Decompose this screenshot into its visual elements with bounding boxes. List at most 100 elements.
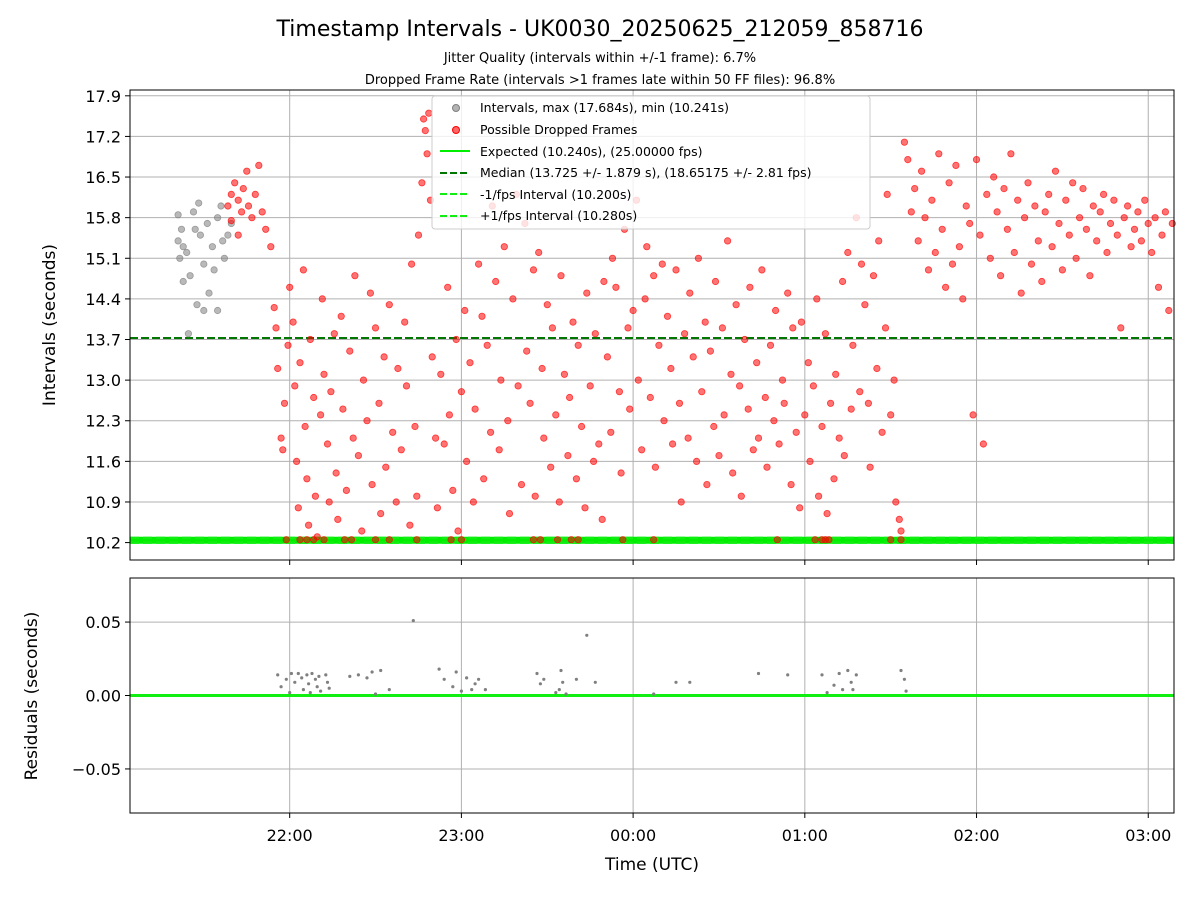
dropped-frame-point bbox=[986, 254, 994, 262]
x-tick-label: 02:00 bbox=[953, 826, 999, 845]
interval-point bbox=[191, 225, 199, 233]
dropped-frame-point bbox=[634, 376, 642, 384]
dropped-frame-point bbox=[1165, 306, 1173, 315]
dropped-frame-point bbox=[224, 202, 232, 210]
residual-point bbox=[904, 689, 908, 693]
interval-point bbox=[219, 237, 227, 245]
dropped-frame-point bbox=[552, 411, 560, 419]
dropped-frame-point bbox=[323, 440, 332, 448]
dropped-frame-point bbox=[890, 376, 898, 384]
dropped-frame-point bbox=[500, 243, 508, 251]
dropped-frame-point bbox=[921, 214, 929, 222]
dropped-frame-point bbox=[583, 289, 591, 297]
dropped-frame-point bbox=[1127, 243, 1135, 251]
dropped-frame-point bbox=[1076, 214, 1084, 222]
dropped-frame-point bbox=[617, 469, 625, 477]
dropped-frame-point bbox=[1086, 272, 1094, 280]
dropped-frame-point bbox=[337, 312, 345, 320]
dropped-frame-point bbox=[694, 254, 703, 262]
dropped-frame-point bbox=[471, 405, 479, 413]
dropped-frame-point bbox=[255, 161, 263, 169]
residual-point bbox=[370, 670, 374, 674]
dropped-frame-point bbox=[342, 486, 350, 494]
dropped-frame-point bbox=[1000, 185, 1008, 193]
residual-point bbox=[841, 688, 845, 692]
dropped-frame-point bbox=[413, 536, 421, 544]
residual-point bbox=[825, 691, 829, 695]
dropped-frame-point bbox=[466, 359, 474, 367]
dropped-frame-point bbox=[553, 536, 562, 544]
dropped-frame-point bbox=[449, 486, 457, 494]
residual-point bbox=[574, 677, 579, 681]
dropped-frame-point bbox=[505, 509, 514, 518]
dropped-frame-point bbox=[418, 179, 426, 187]
dropped-frame-point bbox=[1100, 190, 1108, 198]
dropped-frame-point bbox=[474, 260, 483, 268]
dropped-frame-point bbox=[492, 277, 500, 286]
dropped-frame-point bbox=[227, 217, 235, 225]
dropped-frame-point bbox=[838, 277, 847, 286]
residuals-x-ticks: 22:00 23:00 00:00 01:00 02:00 03:00 bbox=[267, 813, 1171, 845]
dropped-frame-point bbox=[1045, 190, 1053, 198]
dropped-frame-point bbox=[832, 370, 840, 378]
dropped-frame-point bbox=[445, 411, 453, 419]
dropped-frame-point bbox=[301, 422, 309, 431]
dropped-frame-point bbox=[454, 527, 462, 535]
dropped-frame-point bbox=[1034, 237, 1042, 245]
dropped-frame-point bbox=[452, 335, 460, 344]
residual-point bbox=[674, 680, 678, 684]
intervals-y-tick-label: 16.5 bbox=[85, 168, 121, 187]
dropped-frame-point bbox=[340, 536, 349, 544]
intervals-reference-lines bbox=[130, 337, 1174, 544]
dropped-frame-point bbox=[351, 272, 359, 280]
dropped-frame-point bbox=[354, 451, 362, 460]
residual-point bbox=[276, 673, 280, 677]
dropped-frame-point bbox=[1158, 231, 1166, 239]
dropped-frame-point bbox=[770, 417, 778, 425]
x-tick-label: 22:00 bbox=[267, 826, 313, 845]
interval-point bbox=[177, 225, 186, 233]
dropped-frame-point bbox=[413, 492, 421, 500]
residual-point bbox=[387, 688, 391, 692]
dropped-frame-point bbox=[866, 463, 874, 471]
dropped-frame-point bbox=[371, 324, 380, 332]
dropped-frame-point bbox=[626, 405, 634, 413]
residual-point bbox=[451, 685, 455, 689]
x-tick-label: 01:00 bbox=[782, 826, 828, 845]
dropped-frame-point bbox=[600, 277, 608, 286]
dropped-frame-point bbox=[784, 289, 792, 297]
dropped-frame-point bbox=[234, 231, 242, 239]
interval-point bbox=[186, 272, 194, 280]
dropped-frame-point bbox=[847, 405, 855, 413]
legend-marker-max-min bbox=[452, 104, 460, 112]
dropped-frame-point bbox=[861, 301, 869, 309]
interval-point bbox=[217, 202, 225, 210]
interval-point bbox=[214, 306, 222, 315]
dropped-frame-point bbox=[444, 283, 452, 291]
dropped-frame-point bbox=[744, 405, 752, 413]
dropped-frame-point bbox=[619, 536, 627, 544]
dropped-frame-point bbox=[411, 422, 419, 431]
dropped-frame-point bbox=[486, 428, 495, 436]
dropped-frame-point bbox=[1072, 254, 1080, 262]
dropped-frame-point bbox=[258, 208, 266, 216]
dropped-frame-point bbox=[672, 266, 680, 274]
dropped-frame-point bbox=[813, 295, 821, 303]
dropped-frame-point bbox=[310, 536, 318, 544]
dropped-frame-point bbox=[457, 536, 465, 544]
dropped-frame-point bbox=[457, 388, 465, 396]
dropped-frame-point bbox=[1062, 196, 1070, 204]
interval-point bbox=[205, 289, 213, 297]
dropped-frame-point bbox=[761, 393, 769, 402]
residual-point bbox=[315, 685, 319, 689]
dropped-frame-point bbox=[624, 324, 632, 332]
dropped-frame-point bbox=[274, 364, 282, 373]
dropped-frame-point bbox=[1007, 150, 1015, 158]
dropped-frame-point bbox=[419, 115, 428, 123]
dropped-frame-point bbox=[294, 504, 302, 512]
dropped-frame-point bbox=[535, 248, 543, 257]
dropped-frame-point bbox=[1079, 185, 1087, 193]
dropped-frame-point bbox=[650, 272, 658, 280]
interval-point bbox=[193, 301, 201, 309]
